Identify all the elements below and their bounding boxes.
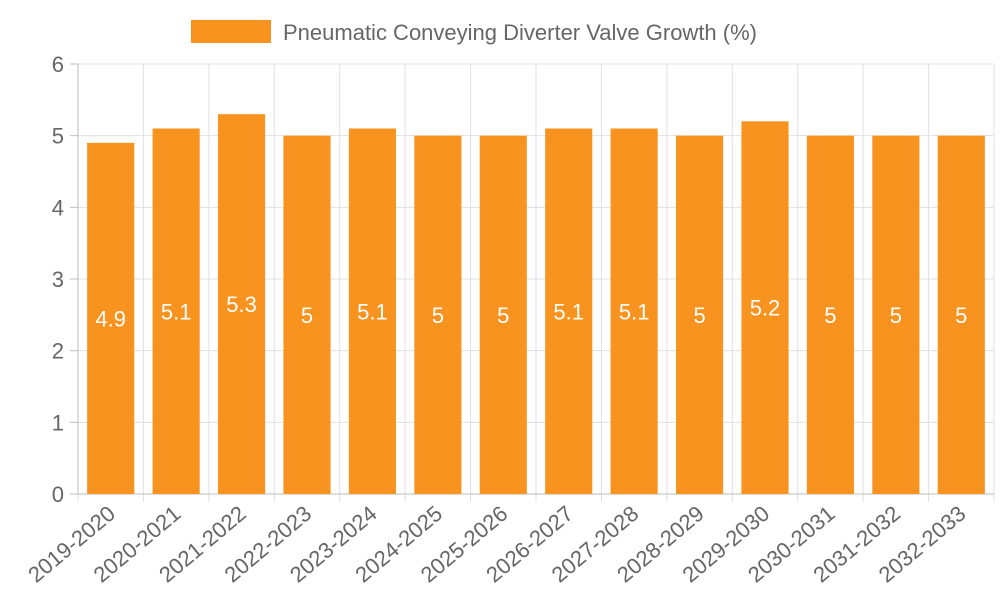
y-tick-label: 6 [52,52,64,77]
bar-value-label: 5.1 [161,299,192,324]
bar[interactable] [218,114,266,495]
bar[interactable] [545,128,593,495]
y-tick-label: 4 [52,195,64,220]
y-axis-ticks: 0 1 2 3 4 5 6 [52,52,64,507]
data-labels: 4.9 5.1 5.3 5 5.1 5 5 5.1 5.1 5 5.2 5 5 5 [95,292,967,331]
bar-value-label: 5.1 [357,299,388,324]
bar[interactable] [610,128,658,495]
bar-value-label: 5.3 [226,292,257,317]
bar[interactable] [283,135,331,494]
bar[interactable] [152,128,200,495]
legend-swatch [191,20,271,43]
bar[interactable] [348,128,396,495]
bar-value-label: 4.9 [95,306,126,331]
legend[interactable]: Pneumatic Conveying Diverter Valve Growt… [191,20,757,45]
x-axis-ticks: 2019-20202020-20212021-20222022-20232023… [23,501,970,588]
legend-label: Pneumatic Conveying Diverter Valve Growt… [283,20,757,45]
bar-value-label: 5 [890,303,902,328]
y-tick-label: 1 [52,410,64,435]
bar[interactable] [806,135,854,494]
bar[interactable] [479,135,527,494]
bar-value-label: 5 [301,303,313,328]
y-tick-label: 3 [52,267,64,292]
bar-value-label: 5 [432,303,444,328]
y-tick-label: 2 [52,339,64,364]
bar-value-label: 5 [693,303,705,328]
bar-value-label: 5.1 [553,299,584,324]
bars [87,114,985,495]
bar[interactable] [87,142,135,495]
bar[interactable] [937,135,985,494]
bar[interactable] [676,135,724,494]
bar-value-label: 5.1 [619,299,650,324]
y-tick-label: 0 [52,482,64,507]
bar-value-label: 5 [824,303,836,328]
bar[interactable] [741,121,789,494]
bar-value-label: 5.2 [750,296,781,321]
gridlines [77,63,995,502]
bar[interactable] [872,135,920,494]
bar-value-label: 5 [955,303,967,328]
bar[interactable] [414,135,462,494]
bar-value-label: 5 [497,303,509,328]
y-tick-label: 5 [52,124,64,149]
